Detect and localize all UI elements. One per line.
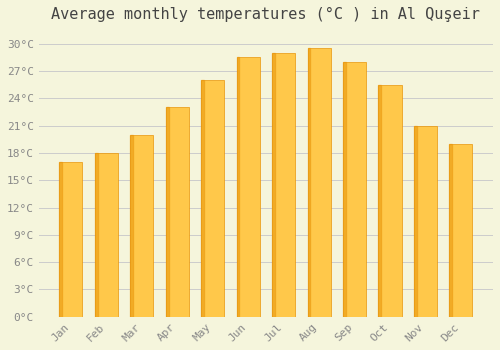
Bar [166, 107, 168, 317]
Bar [414, 126, 416, 317]
Bar [166, 107, 189, 317]
Bar [272, 53, 295, 317]
Bar [201, 80, 204, 317]
Bar [272, 53, 275, 317]
Bar [450, 144, 452, 317]
Bar [201, 80, 224, 317]
Bar [95, 153, 98, 317]
Bar [450, 144, 472, 317]
Bar [130, 135, 133, 317]
Bar [236, 57, 260, 317]
Bar [378, 85, 402, 317]
Bar [130, 135, 154, 317]
Bar [95, 153, 118, 317]
Bar [308, 48, 310, 317]
Bar [236, 57, 240, 317]
Bar [60, 162, 62, 317]
Title: Average monthly temperatures (°C ) in Al Quşeir: Average monthly temperatures (°C ) in Al… [52, 7, 480, 22]
Bar [343, 62, 366, 317]
Bar [60, 162, 82, 317]
Bar [378, 85, 381, 317]
Bar [308, 48, 330, 317]
Bar [343, 62, 346, 317]
Bar [414, 126, 437, 317]
